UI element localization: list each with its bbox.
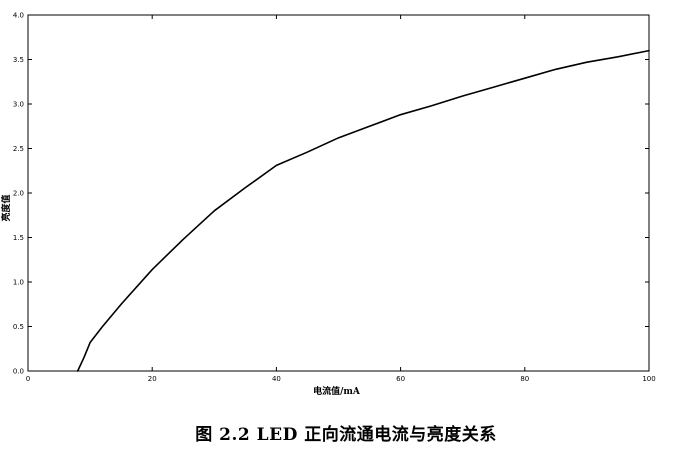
x-tick-label: 60 — [396, 375, 405, 383]
y-tick-label: 1.0 — [13, 279, 24, 287]
y-tick-label: 4.0 — [13, 12, 24, 20]
plot-frame — [27, 14, 650, 372]
y-tick-label: 3.5 — [13, 56, 24, 64]
y-axis-label: 亮度值 — [0, 194, 12, 221]
x-tick-label: 40 — [272, 375, 281, 383]
y-tick-label: 0.5 — [13, 323, 24, 331]
x-tick-label: 80 — [520, 375, 529, 383]
series-layer — [76, 49, 650, 372]
x-tick-label: 20 — [148, 375, 157, 383]
y-tick-label: 0.0 — [13, 368, 24, 376]
chart: 0 20 40 60 80 100 0.0 0.5 1.0 1.5 2.0 2.5 3.0 3.5 4.0 … — [0, 12, 656, 398]
y-tick-label: 2.0 — [13, 190, 24, 198]
line-chart: 0 20 40 60 80 1000.00.51.01.52.02.53.03.54.0 … — [0, 12, 656, 398]
x-tick-label: 100 — [642, 375, 655, 383]
y-tick-label: 3.0 — [13, 101, 24, 109]
y-tick-label: 1.5 — [13, 234, 24, 242]
figure-caption: 图 2.2 LED 正向流通电流与亮度关系 — [195, 425, 497, 445]
series-line — [76, 49, 650, 372]
x-tick-label: 0 — [26, 375, 30, 383]
y-tick-label: 2.5 — [13, 145, 24, 153]
x-axis-label: 电流值/mA — [313, 385, 361, 397]
ticks-layer: 0 20 40 60 80 100 0.0 0.5 1.0 1.5 2.0 2.5 3.0 3.5 4.0 — [13, 12, 656, 384]
